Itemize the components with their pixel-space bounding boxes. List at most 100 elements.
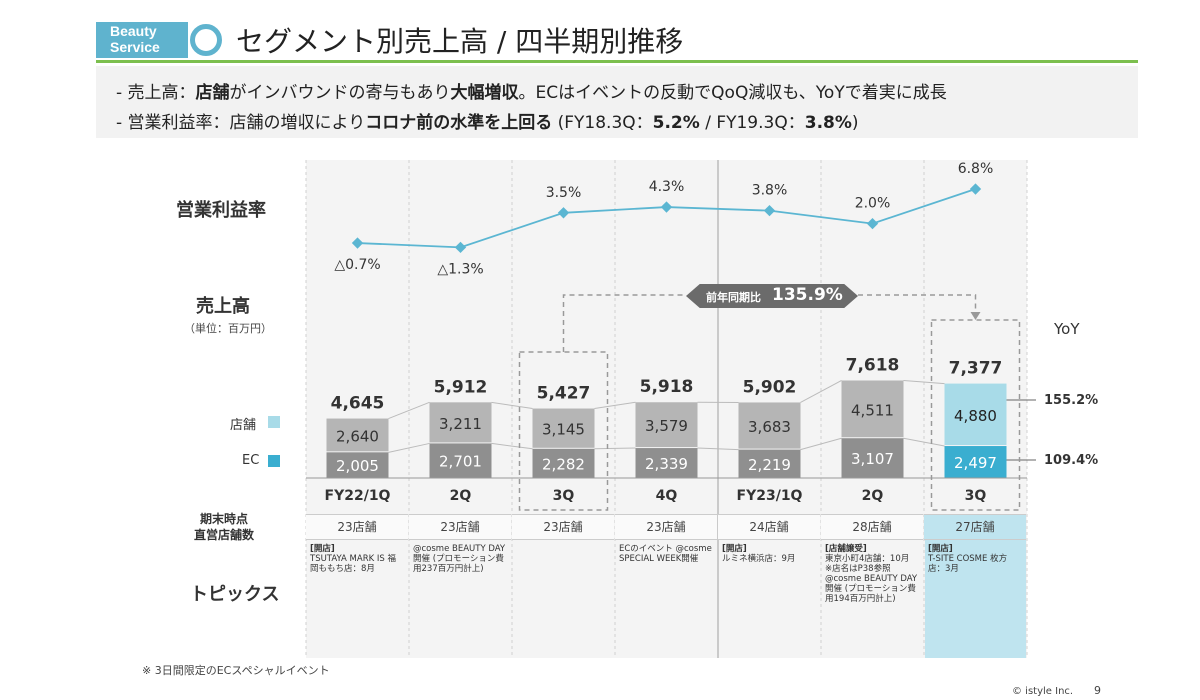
margin-value-label: △0.7% bbox=[334, 257, 380, 273]
store-count: 23店舗 bbox=[306, 514, 408, 540]
store-connector bbox=[388, 401, 430, 420]
margin-value-label: 6.8% bbox=[958, 161, 994, 177]
store-count: 23店舗 bbox=[512, 514, 614, 540]
summary-emphasis: 3.8% bbox=[804, 113, 852, 133]
topic-tag: [開店] bbox=[722, 544, 747, 554]
total-value-label: 5,427 bbox=[537, 384, 591, 404]
total-value-label: 4,645 bbox=[331, 394, 385, 414]
ec-bar bbox=[841, 438, 904, 478]
compare-box-current bbox=[930, 319, 1021, 511]
yoy-ec-value: 109.4% bbox=[1044, 453, 1099, 468]
legend-ec-label: EC bbox=[242, 453, 260, 468]
summary-emphasis: コロナ前の水準を上回る bbox=[365, 113, 553, 133]
total-value-label: 5,902 bbox=[743, 377, 797, 397]
ec-value-label: 2,497 bbox=[954, 454, 997, 472]
topic-text: ECのイベント @cosme SPECIAL WEEK開催 bbox=[619, 544, 712, 564]
store-value-label: 2,640 bbox=[336, 427, 379, 445]
ec-connector bbox=[388, 442, 430, 453]
topic-text: TSUTAYA MARK IS 福岡ももち店：8月 bbox=[310, 554, 396, 574]
ec-connector bbox=[903, 437, 945, 447]
compare-connector-right bbox=[858, 294, 977, 314]
footnote: ※ 3日間限定のECスペシャルイベント bbox=[142, 664, 330, 677]
margin-point bbox=[763, 204, 776, 217]
store-value-label: 3,579 bbox=[645, 417, 688, 435]
topic-tag: [開店] bbox=[928, 544, 953, 554]
margin-value-label: 2.0% bbox=[855, 196, 891, 212]
page-title: セグメント別売上高 / 四半期別推移 bbox=[236, 25, 684, 58]
store-connector bbox=[800, 380, 842, 403]
ring-icon bbox=[190, 24, 222, 56]
margin-value-label: △1.3% bbox=[437, 261, 483, 277]
stores-title-2: 直営店舗数 bbox=[194, 528, 255, 542]
summary-text: - 売上高： bbox=[116, 83, 196, 103]
sales-label: 売上高 bbox=[196, 296, 250, 317]
segment-badge: Beauty Service bbox=[96, 22, 188, 58]
margin-point bbox=[351, 237, 364, 249]
store-count: 24店舗 bbox=[718, 514, 820, 540]
compare-value: 135.9% bbox=[772, 285, 843, 305]
store-bar bbox=[944, 383, 1007, 446]
ec-value-label: 3,107 bbox=[851, 450, 894, 468]
topic-tag: [店舗譲受] bbox=[825, 544, 867, 554]
margin-point bbox=[557, 207, 570, 219]
category-tick-label: FY22/1Q bbox=[325, 488, 391, 504]
margin-point bbox=[454, 241, 467, 254]
ec-bar bbox=[635, 448, 698, 478]
ec-value-label: 2,701 bbox=[439, 453, 482, 471]
ec-connector bbox=[594, 447, 636, 450]
category-tick-label: FY23/1Q bbox=[737, 488, 803, 504]
summary-emphasis: 店舗 bbox=[195, 83, 230, 103]
ec-value-label: 2,005 bbox=[336, 457, 379, 475]
compare-box-prior bbox=[518, 351, 609, 511]
total-value-label: 7,377 bbox=[949, 359, 1003, 379]
legend-store-label: 店舗 bbox=[230, 418, 257, 433]
ec-connector bbox=[697, 447, 739, 451]
total-value-label: 7,618 bbox=[846, 355, 900, 375]
ec-bar bbox=[738, 449, 801, 478]
total-value-label: 5,912 bbox=[434, 377, 488, 397]
category-tick-label: 3Q bbox=[553, 488, 575, 504]
store-count: 23店舗 bbox=[409, 514, 511, 540]
store-value-label: 4,511 bbox=[851, 401, 894, 419]
compare-connector-left bbox=[562, 294, 686, 352]
summary-text: 。ECはイベントの反動でQoQ減収も、YoYで着実に成長 bbox=[518, 83, 947, 103]
summary-text: がインバウンドの寄与もあり bbox=[229, 83, 451, 103]
compare-prefix: 前年同期比 bbox=[706, 291, 761, 304]
ec-bar bbox=[429, 443, 492, 478]
topic-text: @cosme BEAUTY DAY開催 (プロモーション費用237百万円計上) bbox=[413, 544, 506, 574]
margin-point bbox=[866, 217, 879, 230]
store-count: 28店舗 bbox=[821, 514, 923, 540]
category-tick-label: 4Q bbox=[656, 488, 678, 504]
topic-item: [開店] TSUTAYA MARK IS 福岡ももち店：8月 bbox=[310, 544, 404, 574]
store-value-label: 4,880 bbox=[954, 407, 997, 425]
yoy-store-value: 155.2% bbox=[1044, 393, 1099, 408]
store-bar bbox=[532, 408, 595, 448]
ec-bar bbox=[944, 446, 1007, 478]
topic-text: 東京小町4店舗：10月 ※店名はP38参照 @cosme BEAUTY DAY開… bbox=[825, 554, 918, 604]
store-bar bbox=[326, 418, 389, 452]
margin-value-label: 3.5% bbox=[546, 185, 582, 201]
topic-text: T-SITE COSME 枚方店：3月 bbox=[928, 554, 1008, 574]
store-bar bbox=[635, 402, 698, 448]
margin-value-label: 3.8% bbox=[752, 183, 788, 199]
summary-text: - 営業利益率：店舗の増収により bbox=[116, 113, 366, 133]
store-value-label: 3,211 bbox=[439, 415, 482, 433]
store-value-label: 3,145 bbox=[542, 421, 585, 439]
store-bar bbox=[841, 380, 904, 438]
category-tick-label: 3Q bbox=[965, 488, 987, 504]
title-divider bbox=[96, 60, 1138, 63]
store-count-current: 27店舗 bbox=[924, 514, 1026, 540]
topic-tag: [開店] bbox=[310, 544, 335, 554]
category-tick-label: 2Q bbox=[862, 488, 884, 504]
yoy-label: YoY bbox=[1054, 320, 1080, 338]
unit-label: （単位：百万円） bbox=[184, 322, 272, 335]
copyright: © istyle Inc. bbox=[1012, 686, 1074, 697]
yoy-compare-badge: 前年同期比 135.9% bbox=[686, 284, 858, 308]
store-connector bbox=[594, 401, 636, 410]
margin-point bbox=[660, 201, 673, 213]
ec-bar bbox=[326, 452, 389, 478]
total-value-label: 5,918 bbox=[640, 377, 694, 397]
ec-connector bbox=[800, 437, 842, 451]
store-bar bbox=[429, 402, 492, 443]
